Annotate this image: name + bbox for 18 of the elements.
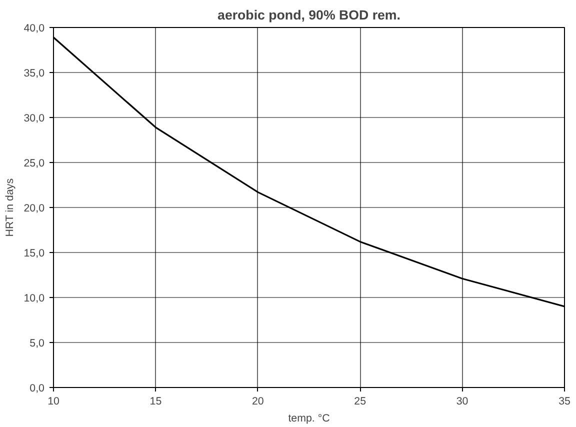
y-tick-label: 20,0 (24, 202, 45, 214)
y-tick-label: 40,0 (24, 22, 45, 34)
y-tick-label: 35,0 (24, 68, 45, 80)
x-tick-label: 25 (354, 396, 366, 408)
x-tick-label: 15 (150, 396, 162, 408)
y-tick-label: 0,0 (30, 382, 45, 394)
y-tick-label: 15,0 (24, 248, 45, 260)
y-tick-label: 30,0 (24, 112, 45, 124)
y-tick-label: 25,0 (24, 158, 45, 170)
x-tick-label: 20 (252, 396, 264, 408)
y-tick-label: 5,0 (30, 338, 45, 350)
x-axis-title: temp. °C (288, 412, 330, 424)
y-axis-title: HRT in days (4, 178, 16, 237)
x-tick-label: 35 (558, 396, 570, 408)
x-tick-label: 30 (456, 396, 468, 408)
y-tick-label: 10,0 (24, 292, 45, 304)
chart-title: aerobic pond, 90% BOD rem. (218, 8, 400, 22)
x-tick-label: 10 (48, 396, 60, 408)
